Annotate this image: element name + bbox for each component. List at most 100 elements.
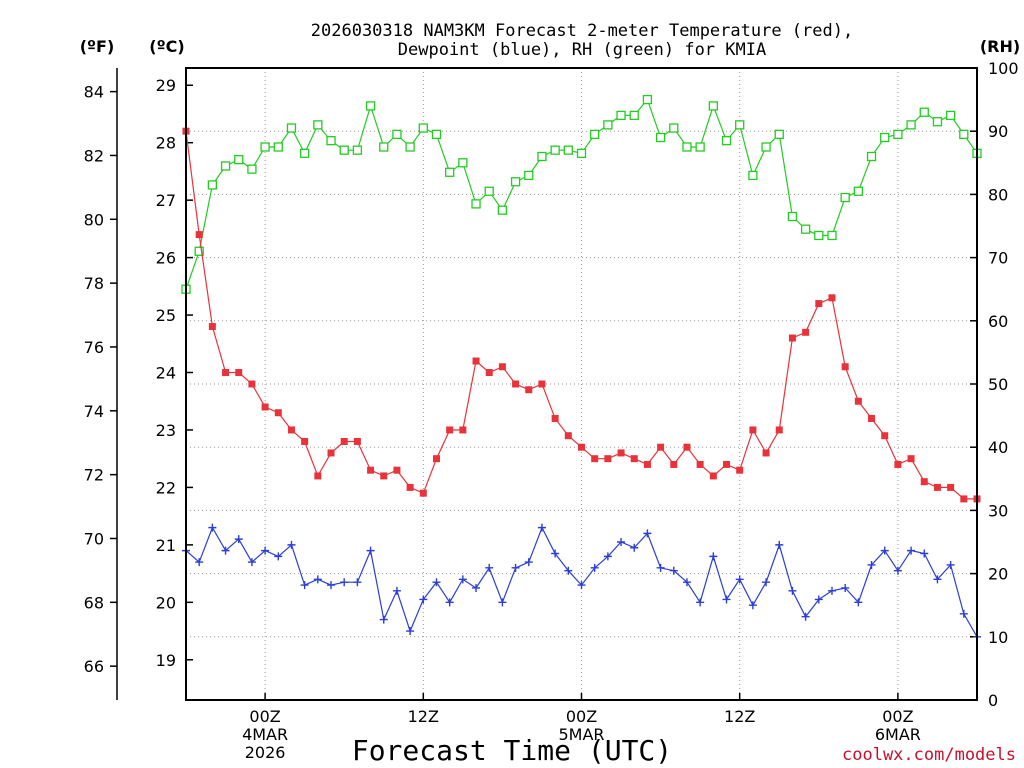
dewpoint-point [933, 575, 942, 584]
rh-point [893, 129, 903, 140]
dewpoint-point [247, 558, 256, 567]
rh-point [339, 145, 349, 155]
rh-tick-label: 20 [988, 565, 1008, 584]
temperature-point [301, 437, 309, 445]
dewpoint-point [788, 586, 797, 595]
rh-point [866, 151, 877, 162]
temperature-point [380, 472, 388, 480]
temperature-point [512, 380, 520, 388]
dewpoint-point [551, 549, 560, 558]
rh-point [880, 132, 890, 143]
temperature-point [907, 455, 915, 463]
dewpoint-point [907, 546, 916, 555]
rh-point [655, 132, 666, 143]
celsius-tick-label: 28 [156, 134, 176, 153]
rh-point [708, 101, 718, 111]
rh-point [550, 145, 560, 155]
dewpoint-point [696, 598, 705, 607]
grid-lines [186, 68, 977, 700]
rh-point [537, 151, 547, 162]
dewpoint-point [313, 575, 322, 584]
fahrenheit-tick-label: 84 [84, 83, 104, 102]
dewpoint-point [841, 583, 850, 592]
temperature-point [538, 380, 546, 388]
fahrenheit-tick-label: 70 [84, 529, 104, 548]
dewpoint-point [485, 563, 494, 572]
dewpoint-point [392, 586, 401, 595]
temperature-point [287, 426, 295, 434]
temperature-point [657, 443, 665, 451]
temperature-point [367, 466, 375, 474]
rh-point [814, 230, 824, 241]
dewpoint-point [814, 595, 823, 604]
rh-point [260, 142, 270, 152]
rh-point [524, 170, 534, 181]
temperature-point [485, 369, 493, 377]
temperature-point [788, 334, 796, 342]
rh-point [471, 199, 481, 209]
temperature-point [235, 369, 243, 377]
rh-point [352, 145, 363, 155]
rh-point [497, 205, 508, 215]
dewpoint-point [511, 563, 520, 572]
temperature-point [723, 460, 731, 468]
temperature-point [261, 403, 269, 411]
rh-point [721, 136, 732, 146]
temperature-point [947, 483, 955, 491]
dewpoint-point [603, 552, 612, 561]
dewpoint-point [946, 560, 955, 569]
temperature-point [854, 397, 862, 405]
dewpoint-point [419, 595, 428, 604]
rh-point [827, 230, 837, 241]
dewpoint-point [775, 540, 784, 549]
fahrenheit-tick-label: 72 [84, 466, 104, 485]
dewpoint-point [656, 563, 665, 572]
fahrenheit-tick-label: 78 [84, 274, 104, 293]
temperature-point [868, 414, 876, 422]
celsius-tick-label: 26 [156, 249, 176, 268]
time-tick-label: 00Z [882, 707, 913, 726]
rh-point [392, 129, 402, 140]
credit-text: coolwx.com/models [842, 745, 1016, 765]
rh-tick-label: 30 [988, 501, 1008, 520]
dewpoint-point [366, 546, 375, 555]
celsius-tick-label: 29 [156, 76, 176, 95]
celsius-axis: 19 20 21 22 23 24 25 26 27 28 29 [156, 76, 193, 670]
temperature-point [894, 460, 902, 468]
dewpoint-point [722, 595, 731, 604]
temperature-point [446, 426, 454, 434]
rh-tick-label: 10 [988, 628, 1008, 647]
dewpoint-point [577, 581, 586, 590]
dewpoint-point [445, 598, 454, 607]
dewpoint-point [379, 615, 388, 624]
rh-point [774, 129, 784, 140]
time-tick-label: 12Z [408, 707, 439, 726]
fahrenheit-tick-label: 68 [84, 593, 104, 612]
chart-title-line-1: 2026030318 NAM3KM Forecast 2-meter Tempe… [311, 21, 853, 41]
rh-point [379, 142, 389, 152]
rh-point [458, 158, 468, 168]
temperature-point [208, 323, 216, 331]
celsius-tick-label: 21 [156, 536, 176, 555]
dewpoint-point [709, 552, 718, 561]
dewpoint-point [827, 586, 836, 595]
dewpoint-point [353, 578, 362, 587]
dewpoint-point [524, 558, 533, 567]
celsius-tick-label: 27 [156, 191, 176, 210]
series-layer [181, 94, 982, 641]
rh-point [603, 120, 613, 130]
temperature-point [604, 455, 612, 463]
rh-point [945, 110, 956, 121]
temperature-point [762, 449, 770, 457]
temperature-point [419, 489, 427, 497]
rh-point [669, 123, 679, 133]
temperature-point [749, 426, 757, 434]
rh-point [932, 117, 943, 127]
rh-point [576, 148, 587, 158]
rh-tick-label: 70 [988, 249, 1008, 268]
dewpoint-point [274, 552, 283, 561]
temperature-point [472, 357, 480, 365]
chart-title-line-2: Dewpoint (blue), RH (green) for KMIA [398, 40, 766, 60]
rh-unit-label: (RH) [980, 37, 1020, 56]
